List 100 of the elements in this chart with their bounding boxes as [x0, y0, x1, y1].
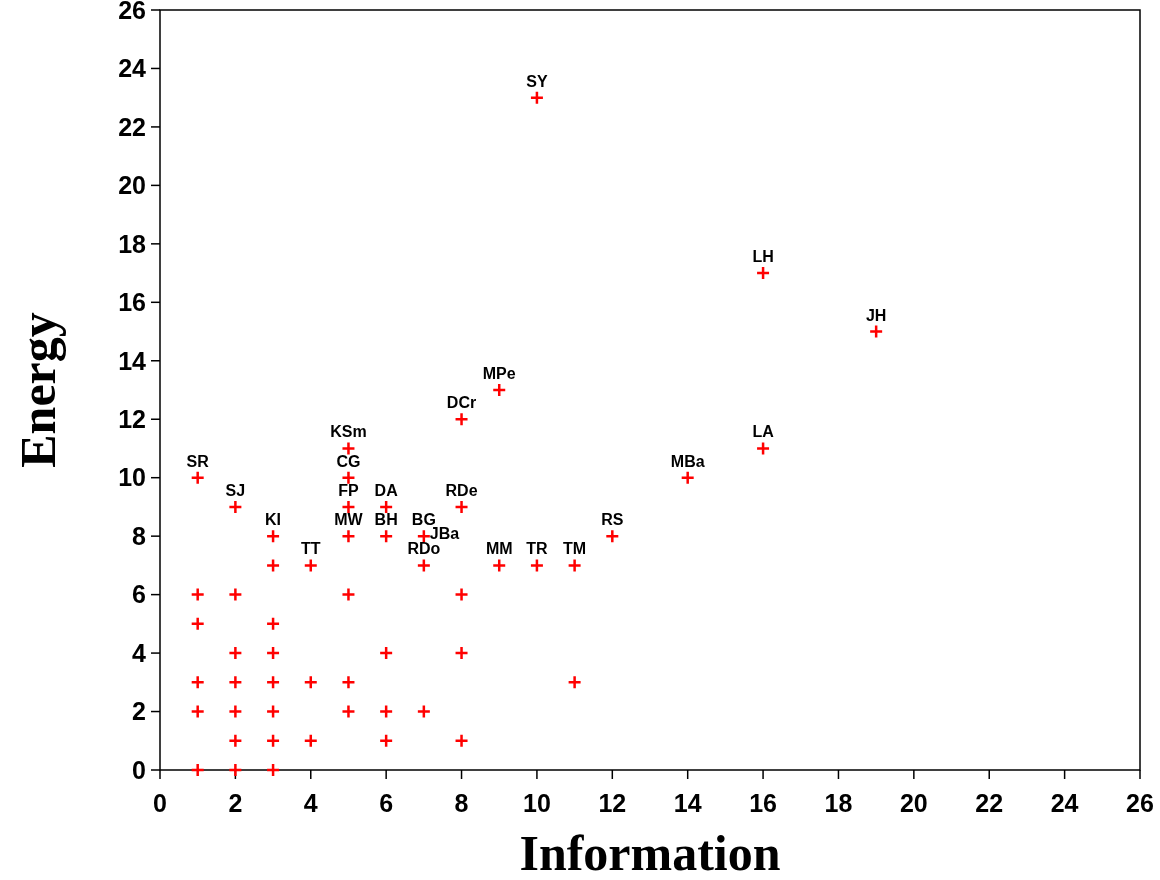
annotation: TT — [301, 540, 321, 558]
x-tick-label: 12 — [598, 789, 627, 817]
annotation: MPe — [482, 365, 516, 382]
y-tick-label: 10 — [118, 463, 146, 492]
x-tick-label: 22 — [975, 789, 1004, 817]
annotation: SR — [186, 452, 210, 470]
annotation: LA — [752, 423, 775, 441]
point — [378, 645, 394, 661]
point — [228, 762, 243, 778]
y-tick-label: 26 — [118, 0, 146, 24]
annotation: RS — [601, 511, 624, 529]
point — [454, 411, 469, 427]
y-tick-label: 2 — [132, 697, 146, 726]
y-tick-label: 6 — [132, 580, 146, 609]
point — [755, 441, 771, 456]
annotation: BH — [374, 511, 398, 529]
y-tick-label: 14 — [118, 346, 147, 375]
annotation: MBa — [670, 452, 705, 470]
y-tick-label: 4 — [132, 638, 147, 667]
point — [755, 265, 771, 281]
point — [265, 645, 281, 661]
point — [341, 441, 356, 456]
point — [190, 704, 205, 719]
point — [303, 733, 319, 749]
annotation: DCr — [446, 394, 477, 412]
y-tick-label: 12 — [118, 404, 146, 433]
point — [303, 675, 319, 690]
x-tick-label: 26 — [1126, 789, 1154, 817]
annotation: MW — [334, 511, 364, 529]
point — [567, 675, 582, 690]
x-tick-label: 2 — [228, 789, 243, 817]
x-tick-label: 16 — [749, 789, 777, 817]
y-tick-label: 20 — [118, 171, 146, 200]
point — [228, 675, 243, 690]
point — [454, 499, 469, 515]
point — [190, 762, 205, 778]
x-tick-label: 24 — [1050, 789, 1079, 817]
point — [378, 704, 394, 719]
x-tick-label: 4 — [303, 789, 318, 817]
annotation: DA — [374, 481, 399, 499]
annotation: TM — [563, 540, 587, 558]
annotation: TR — [526, 540, 549, 558]
point — [454, 587, 469, 602]
x-tick-label: 8 — [454, 789, 469, 817]
point — [605, 528, 620, 544]
y-tick-label: 16 — [118, 288, 146, 317]
point — [265, 762, 281, 778]
point — [454, 733, 469, 749]
x-tick-label: 18 — [824, 789, 853, 817]
point — [341, 587, 356, 602]
point — [454, 645, 469, 661]
point — [228, 733, 243, 749]
point — [378, 733, 394, 749]
y-tick-label: 18 — [118, 229, 147, 258]
x-tick-label: 20 — [899, 789, 928, 817]
point — [868, 324, 884, 339]
annotation: CG — [336, 452, 361, 470]
point — [265, 616, 281, 632]
x-tick-label: 14 — [673, 789, 702, 817]
point — [341, 470, 356, 485]
point — [190, 675, 205, 690]
point — [341, 528, 356, 544]
annotation: RDo — [407, 540, 441, 558]
annotation: FP — [338, 481, 360, 499]
point — [265, 558, 281, 573]
point — [529, 558, 545, 573]
annotation: JH — [865, 306, 887, 324]
point — [228, 587, 243, 602]
point — [416, 558, 432, 573]
point — [265, 528, 281, 544]
y-tick-label: 22 — [118, 112, 146, 141]
point — [265, 675, 281, 690]
annotation: KSm — [330, 423, 367, 441]
annotation: LH — [752, 248, 774, 266]
x-tick-label: 10 — [523, 789, 551, 817]
point — [190, 587, 205, 602]
annotation: MM — [485, 540, 513, 558]
annotation: SJ — [225, 481, 246, 499]
y-tick-label: 8 — [132, 521, 147, 550]
y-axis-title: Energy — [10, 312, 66, 468]
y-tick-label: 24 — [118, 54, 147, 83]
annotation: KI — [265, 511, 282, 529]
point — [529, 90, 545, 105]
point — [265, 733, 281, 749]
point — [228, 499, 243, 515]
point — [228, 704, 243, 719]
point — [265, 704, 281, 719]
point — [190, 616, 205, 632]
x-tick-label: 6 — [379, 789, 394, 817]
y-tick-label: 0 — [132, 755, 146, 784]
point — [341, 704, 356, 719]
point — [228, 645, 243, 661]
point — [567, 558, 582, 573]
point — [303, 558, 319, 573]
point — [416, 704, 432, 719]
annotation: JBa — [429, 525, 460, 543]
point — [680, 470, 695, 485]
annotation: SY — [526, 72, 548, 90]
annotation: RDe — [445, 481, 478, 499]
point — [190, 470, 205, 485]
